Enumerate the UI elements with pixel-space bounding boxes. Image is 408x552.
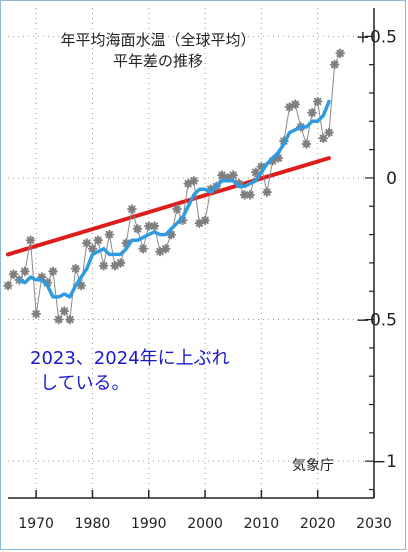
annotation-line-1: 2023、2024年に上ぶれ [30,348,230,369]
y-tick-label--1: −1 [372,452,397,472]
trend-line-segment [6,156,331,257]
annual-point-2010 [256,161,267,172]
annual-point-1993 [160,244,171,254]
annual-point-2005 [228,170,238,180]
annual-point-1999 [194,218,205,229]
x-tick-label-1970: 1970 [18,516,54,532]
annual-point-1985 [115,258,126,268]
annual-point-2003 [217,170,227,180]
annual-point-1980 [87,244,98,254]
annual-point-2008 [245,190,255,200]
annual-point-1981 [93,235,103,246]
annual-point-1998 [189,176,199,186]
annual-point-1989 [138,244,148,254]
y-tick-label--0.5: −0.5 [356,311,397,331]
annual-line [7,53,341,322]
annual-point-1996 [177,215,188,226]
annual-point-1984 [110,260,120,271]
x-tick-label-1990: 1990 [131,516,167,532]
annual-point-1976 [65,314,75,325]
annual-point-1982 [98,260,109,271]
annual-point-2004 [222,173,233,183]
y-tick-label-0: 0 [386,169,397,189]
annual-point-2023 [329,59,340,70]
annual-point-1966 [8,269,19,279]
annual-point-1990 [144,221,154,231]
annual-point-2018 [301,139,312,149]
moving-average-series [17,99,331,299]
annual-point-1975 [59,306,70,316]
annual-point-2012 [267,156,278,166]
annual-point-1978 [76,280,86,291]
chart-title-line-2: 平年差の推移 [113,52,203,70]
annual-point-1994 [166,229,177,240]
trend-line [6,156,331,257]
annual-point-2024 [335,48,345,59]
x-tick-label-1980: 1980 [75,516,111,532]
annual-point-2021 [318,133,329,144]
annual-point-1991 [149,221,160,231]
annual-point-1968 [20,266,30,277]
annotation-line-2: している。 [40,373,129,394]
annual-point-1965 [3,280,13,291]
x-tick-label-2000: 2000 [187,516,223,532]
annual-point-2019 [307,108,317,118]
chart-title-line-1: 年平均海面水温（全球平均） [60,31,255,49]
x-tick-label-2020: 2020 [300,516,336,532]
annual-point-1987 [127,204,137,214]
grid [8,8,375,498]
annual-point-1983 [104,229,115,240]
annual-point-1977 [70,263,81,274]
annual-point-2015 [284,102,295,112]
annual-point-2006 [234,178,244,189]
annual-point-2001 [205,184,216,195]
annual-point-1970 [31,309,41,319]
annual-point-2011 [262,187,272,197]
source-label: 気象庁 [292,458,334,474]
annual-point-2009 [251,167,261,178]
annual-series [3,48,345,325]
annual-point-1972 [42,277,53,288]
annual-point-2022 [324,127,334,138]
annual-point-2013 [273,153,284,163]
annual-point-2000 [200,215,210,226]
y-tick-label-0.5: +0.5 [356,27,397,47]
x-tick-label-2010: 2010 [244,516,280,532]
annual-point-1979 [82,238,92,248]
annual-point-2007 [239,190,250,200]
annual-point-1988 [132,224,143,234]
x-tick-label-2030: 2030 [356,516,392,532]
axes: 1970 1980 1990 2000 2010 2020 2030 +0.5 0 −0.5 −1 [8,8,397,532]
annual-point-2020 [312,96,323,107]
annual-point-2016 [290,99,300,110]
annual-point-1973 [48,266,58,277]
annual-point-1992 [155,246,165,257]
annual-point-1974 [53,314,64,325]
annual-point-1986 [121,238,131,248]
moving-average-line [17,99,331,299]
annual-point-1995 [172,204,182,214]
annual-point-1971 [37,272,47,282]
annual-point-1997 [183,178,193,189]
annual-point-1969 [25,235,36,246]
